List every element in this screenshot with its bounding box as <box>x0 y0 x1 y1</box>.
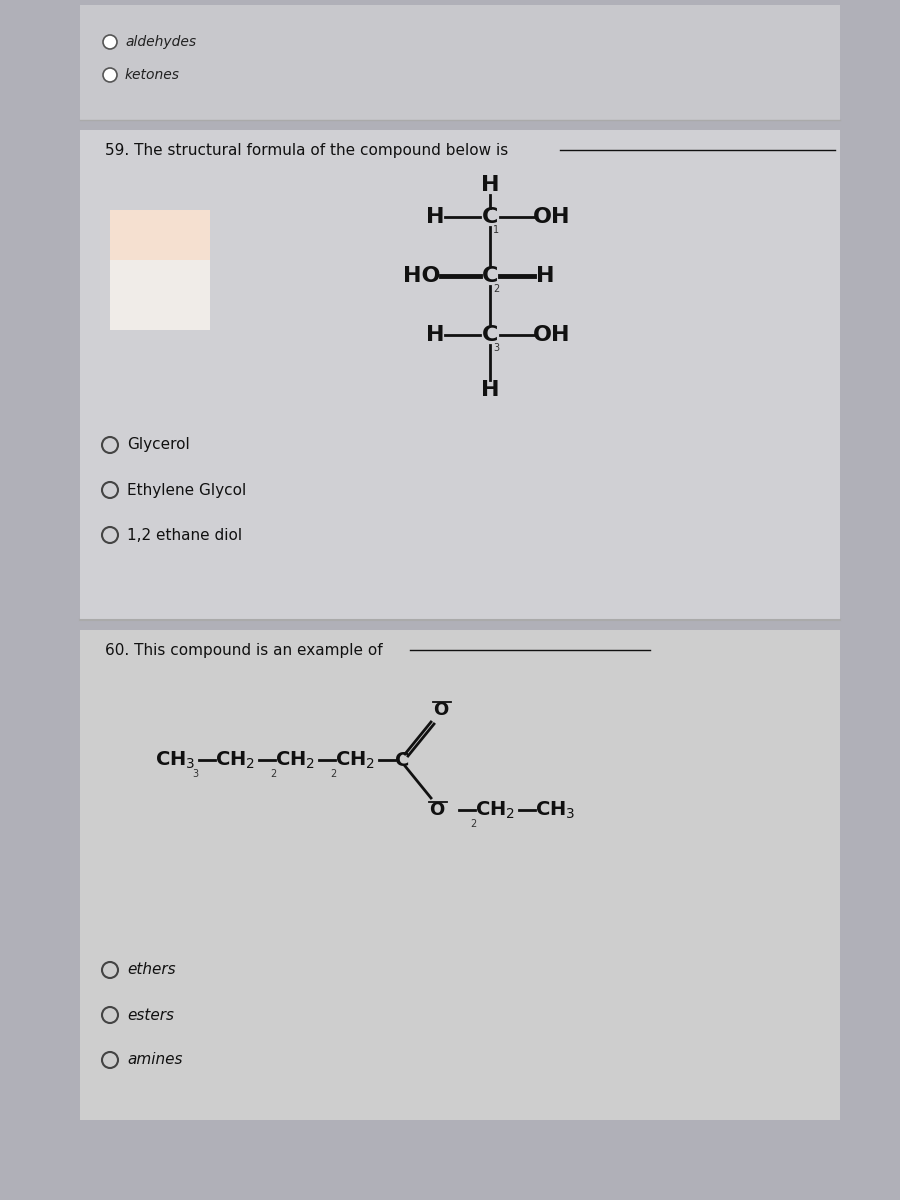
Text: OH: OH <box>533 325 571 346</box>
Text: 2: 2 <box>270 769 276 779</box>
Text: Ethylene Glycol: Ethylene Glycol <box>127 482 247 498</box>
FancyBboxPatch shape <box>80 5 840 120</box>
Text: 59. The structural formula of the compound below is: 59. The structural formula of the compou… <box>105 143 508 157</box>
Text: amines: amines <box>127 1052 183 1068</box>
FancyBboxPatch shape <box>80 630 840 1120</box>
Text: 1,2 ethane diol: 1,2 ethane diol <box>127 528 242 542</box>
Text: 3: 3 <box>192 769 198 779</box>
Text: C: C <box>482 206 499 227</box>
Text: C: C <box>395 750 410 769</box>
Text: 2: 2 <box>470 818 476 829</box>
Text: 2: 2 <box>493 284 500 294</box>
Text: H: H <box>536 266 554 286</box>
Text: HO: HO <box>403 266 441 286</box>
Text: CH$_2$: CH$_2$ <box>275 749 315 770</box>
FancyBboxPatch shape <box>80 130 840 620</box>
Text: O: O <box>429 802 445 818</box>
Text: CH$_3$: CH$_3$ <box>155 749 195 770</box>
Text: Glycerol: Glycerol <box>127 438 190 452</box>
FancyBboxPatch shape <box>110 210 210 330</box>
Text: H: H <box>426 325 445 346</box>
Text: O: O <box>433 701 448 719</box>
Text: CH$_2$: CH$_2$ <box>475 799 515 821</box>
Circle shape <box>103 35 117 49</box>
Text: OH: OH <box>533 206 571 227</box>
Circle shape <box>103 68 117 82</box>
Text: CH$_2$: CH$_2$ <box>335 749 375 770</box>
Text: C: C <box>482 266 499 286</box>
Text: C: C <box>482 325 499 346</box>
Text: 60. This compound is an example of: 60. This compound is an example of <box>105 642 382 658</box>
Text: esters: esters <box>127 1008 174 1022</box>
Text: CH$_3$: CH$_3$ <box>535 799 575 821</box>
Text: H: H <box>481 175 500 194</box>
Text: CH$_2$: CH$_2$ <box>215 749 255 770</box>
Text: H: H <box>426 206 445 227</box>
Text: 1: 1 <box>493 226 500 235</box>
Text: 3: 3 <box>493 343 500 353</box>
FancyBboxPatch shape <box>110 260 210 330</box>
Text: ethers: ethers <box>127 962 176 978</box>
Text: ketones: ketones <box>125 68 180 82</box>
Text: H: H <box>481 380 500 400</box>
Text: aldehydes: aldehydes <box>125 35 196 49</box>
Text: 2: 2 <box>330 769 337 779</box>
